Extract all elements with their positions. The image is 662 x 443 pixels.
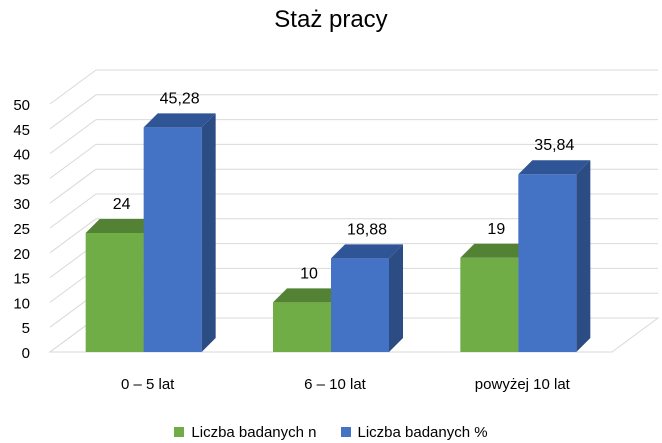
chart-floor <box>48 317 660 353</box>
grid-diagonal <box>49 94 97 130</box>
chart-title: Staż pracy <box>274 6 388 33</box>
bar-top <box>518 160 591 175</box>
grid-diagonal <box>49 143 97 179</box>
data-label: 18,88 <box>347 221 387 238</box>
y-tick-label: 45 <box>13 122 30 139</box>
y-tick-label: 50 <box>13 97 30 114</box>
data-label: 45,28 <box>160 90 200 107</box>
bar-side <box>201 113 216 353</box>
legend: Liczba badanych n Liczba badanych % <box>0 423 662 441</box>
grid-diagonal <box>49 168 97 204</box>
bar-top <box>273 288 345 303</box>
y-tick-label: 15 <box>13 271 30 288</box>
y-tick-label: 40 <box>13 147 30 164</box>
y-tick-label: 20 <box>13 246 30 263</box>
data-label: 35,84 <box>534 137 574 154</box>
x-tick-label: powyżej 10 lat <box>475 376 571 393</box>
y-tick-label: 10 <box>13 295 30 312</box>
grid-diagonal <box>49 69 97 105</box>
bar <box>518 174 577 352</box>
grid-diagonal <box>49 218 97 254</box>
bar <box>331 258 389 352</box>
y-tick-label: 5 <box>22 320 30 337</box>
bar <box>143 127 202 353</box>
bar-side <box>389 244 403 352</box>
bar-top <box>85 218 158 233</box>
grid-diagonal <box>49 119 97 155</box>
bar-top <box>460 243 533 258</box>
bar-top <box>143 113 216 128</box>
legend-item-series-2: Liczba badanych % <box>340 423 488 441</box>
y-tick-label: 30 <box>13 196 30 213</box>
y-tick-label: 25 <box>13 221 30 238</box>
grid-diagonal <box>49 193 97 229</box>
legend-swatch-series-1 <box>174 427 185 437</box>
bar-side <box>576 160 591 352</box>
data-label: 10 <box>300 265 318 282</box>
bar <box>85 232 144 352</box>
y-tick-label: 35 <box>13 171 30 188</box>
data-label: 24 <box>113 196 131 213</box>
x-tick-label: 0 – 5 lat <box>121 376 175 393</box>
x-tick-label: 6 – 10 lat <box>304 376 367 393</box>
bar <box>273 302 331 352</box>
bar <box>460 257 519 352</box>
legend-label-series-2: Liczba badanych % <box>357 423 488 441</box>
data-label: 19 <box>487 221 505 238</box>
legend-swatch-series-2 <box>340 427 351 437</box>
bar-chart: 0 5 10 15 20 25 30 35 40 45 50 24 45,28 0 – 5 lat 10 18… <box>13 69 660 393</box>
legend-item-series-1: Liczba badanych n <box>174 423 317 441</box>
y-tick-label: 0 <box>22 345 30 362</box>
bar-top <box>331 244 403 259</box>
legend-label-series-1: Liczba badanych n <box>191 423 317 441</box>
